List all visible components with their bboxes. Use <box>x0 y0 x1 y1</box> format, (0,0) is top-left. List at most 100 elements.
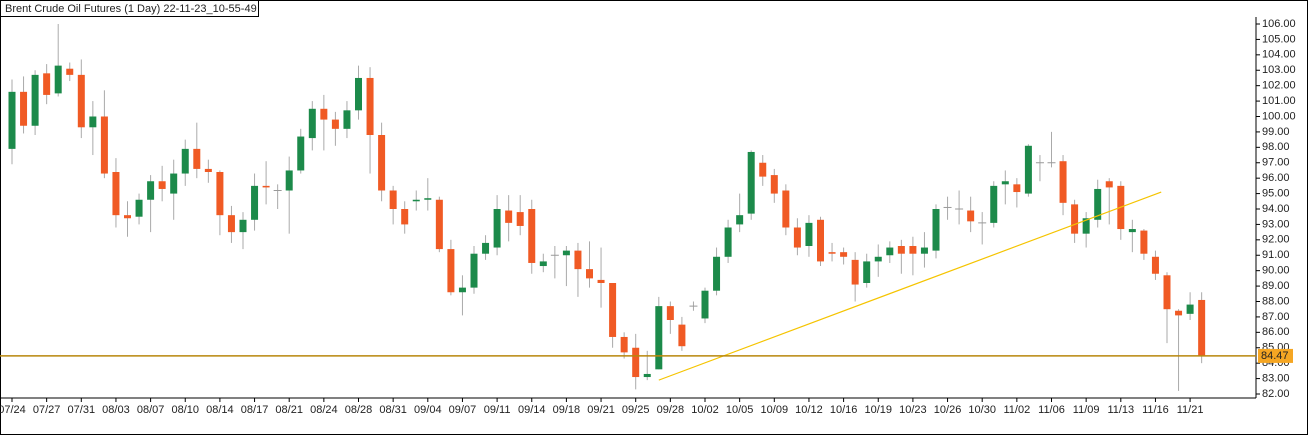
candle-body <box>736 215 744 225</box>
candle-body <box>1128 229 1136 233</box>
candle-body <box>470 253 478 288</box>
title-box <box>0 0 259 17</box>
y-tick-label: 101.00 <box>1262 95 1296 107</box>
x-tick-label: 07/27 <box>33 404 61 416</box>
x-tick-label: 08/03 <box>102 404 130 416</box>
y-tick-label: 94.00 <box>1262 203 1290 215</box>
candle-body <box>782 190 790 228</box>
candle-body <box>239 219 247 233</box>
candle-body <box>1071 204 1079 234</box>
y-tick-label: 89.00 <box>1262 280 1290 292</box>
candle-body <box>285 170 293 191</box>
candle-body <box>8 91 16 149</box>
x-tick-label: 10/19 <box>864 404 892 416</box>
candle-body <box>100 116 108 174</box>
candle-body <box>331 119 339 129</box>
candle-body <box>43 73 51 95</box>
x-tick-label: 08/07 <box>137 404 165 416</box>
y-tick-label: 99.00 <box>1262 126 1290 138</box>
x-tick-label: 08/17 <box>241 404 269 416</box>
candle-body <box>1186 304 1194 314</box>
x-tick-label: 09/11 <box>484 404 511 416</box>
candle-body <box>366 77 374 135</box>
candle-body <box>412 199 420 202</box>
x-tick-label: 11/09 <box>1073 404 1100 416</box>
x-tick-label: 10/05 <box>726 404 754 416</box>
x-tick-label: 08/14 <box>206 404 234 416</box>
candle-body <box>840 252 848 257</box>
candle-body <box>1094 188 1102 220</box>
x-tick-label: 11/16 <box>1142 404 1169 416</box>
y-tick-label: 91.00 <box>1262 249 1290 261</box>
candle-body <box>1082 218 1090 234</box>
candle-body <box>66 68 74 75</box>
candle-body <box>482 242 490 254</box>
candle-body <box>609 283 617 337</box>
candle-body <box>1024 145 1032 194</box>
candle-body <box>89 116 97 128</box>
y-tick-label: 86.00 <box>1262 326 1290 338</box>
candle-body <box>458 287 466 293</box>
candle-body <box>920 247 928 254</box>
candle-body <box>1105 181 1113 188</box>
x-tick-label: 10/09 <box>761 404 789 416</box>
candle-body <box>227 215 235 233</box>
candle-body <box>562 250 570 256</box>
x-tick-label: 08/24 <box>310 404 338 416</box>
candle-body <box>817 219 824 262</box>
candle-body <box>389 190 397 209</box>
candle-body <box>620 336 628 353</box>
candle-body <box>1175 310 1183 316</box>
candle-body <box>909 246 917 254</box>
x-tick-label: 09/04 <box>414 404 442 416</box>
x-tick-label: 10/02 <box>691 404 719 416</box>
candle-body <box>216 172 224 216</box>
candle-body <box>355 77 362 111</box>
y-tick-label: 102.00 <box>1262 80 1296 92</box>
x-tick-label: 10/16 <box>830 404 858 416</box>
x-tick-label: 10/26 <box>934 404 962 416</box>
candle-body <box>747 151 755 214</box>
candle-body <box>516 212 524 226</box>
candle-body <box>805 222 813 246</box>
x-tick-label: 09/28 <box>657 404 685 416</box>
candle-body <box>586 269 593 279</box>
x-tick-label: 11/21 <box>1177 404 1204 416</box>
y-tick-label: 104.00 <box>1262 49 1296 61</box>
candle-body <box>54 65 62 94</box>
candle-body <box>597 279 605 283</box>
x-tick-label: 09/07 <box>449 404 477 416</box>
x-tick-label: 09/18 <box>553 404 581 416</box>
candle-body <box>1163 275 1171 310</box>
candle-body <box>505 210 513 223</box>
candle-body <box>424 198 432 200</box>
candle-body <box>297 136 305 171</box>
candle-body <box>112 172 120 216</box>
candle-body <box>539 261 547 267</box>
y-tick-label: 87.00 <box>1262 311 1290 323</box>
candle-body <box>170 173 178 194</box>
y-tick-label: 92.00 <box>1262 234 1290 246</box>
candle-body <box>897 246 905 254</box>
candle-body <box>1140 230 1148 254</box>
x-tick-label: 09/14 <box>518 404 546 416</box>
x-tick-label: 09/21 <box>587 404 615 416</box>
candle-body <box>193 148 201 169</box>
candle-body <box>678 324 686 347</box>
y-tick-label: 93.00 <box>1262 218 1290 230</box>
price-label-box <box>1258 348 1293 363</box>
candle-body <box>793 227 801 248</box>
candle-body <box>124 215 131 219</box>
candle-body <box>863 261 871 283</box>
price-label: 84.47 <box>1261 350 1289 362</box>
y-tick-label: 96.00 <box>1262 172 1290 184</box>
y-tick-label: 97.00 <box>1262 157 1290 169</box>
candle-body <box>262 185 270 188</box>
candle-body <box>724 227 732 257</box>
candle-body <box>493 209 501 248</box>
x-tick-label: 08/28 <box>345 404 373 416</box>
candle-body <box>990 185 998 223</box>
x-tick-label: 07/24 <box>0 404 26 416</box>
